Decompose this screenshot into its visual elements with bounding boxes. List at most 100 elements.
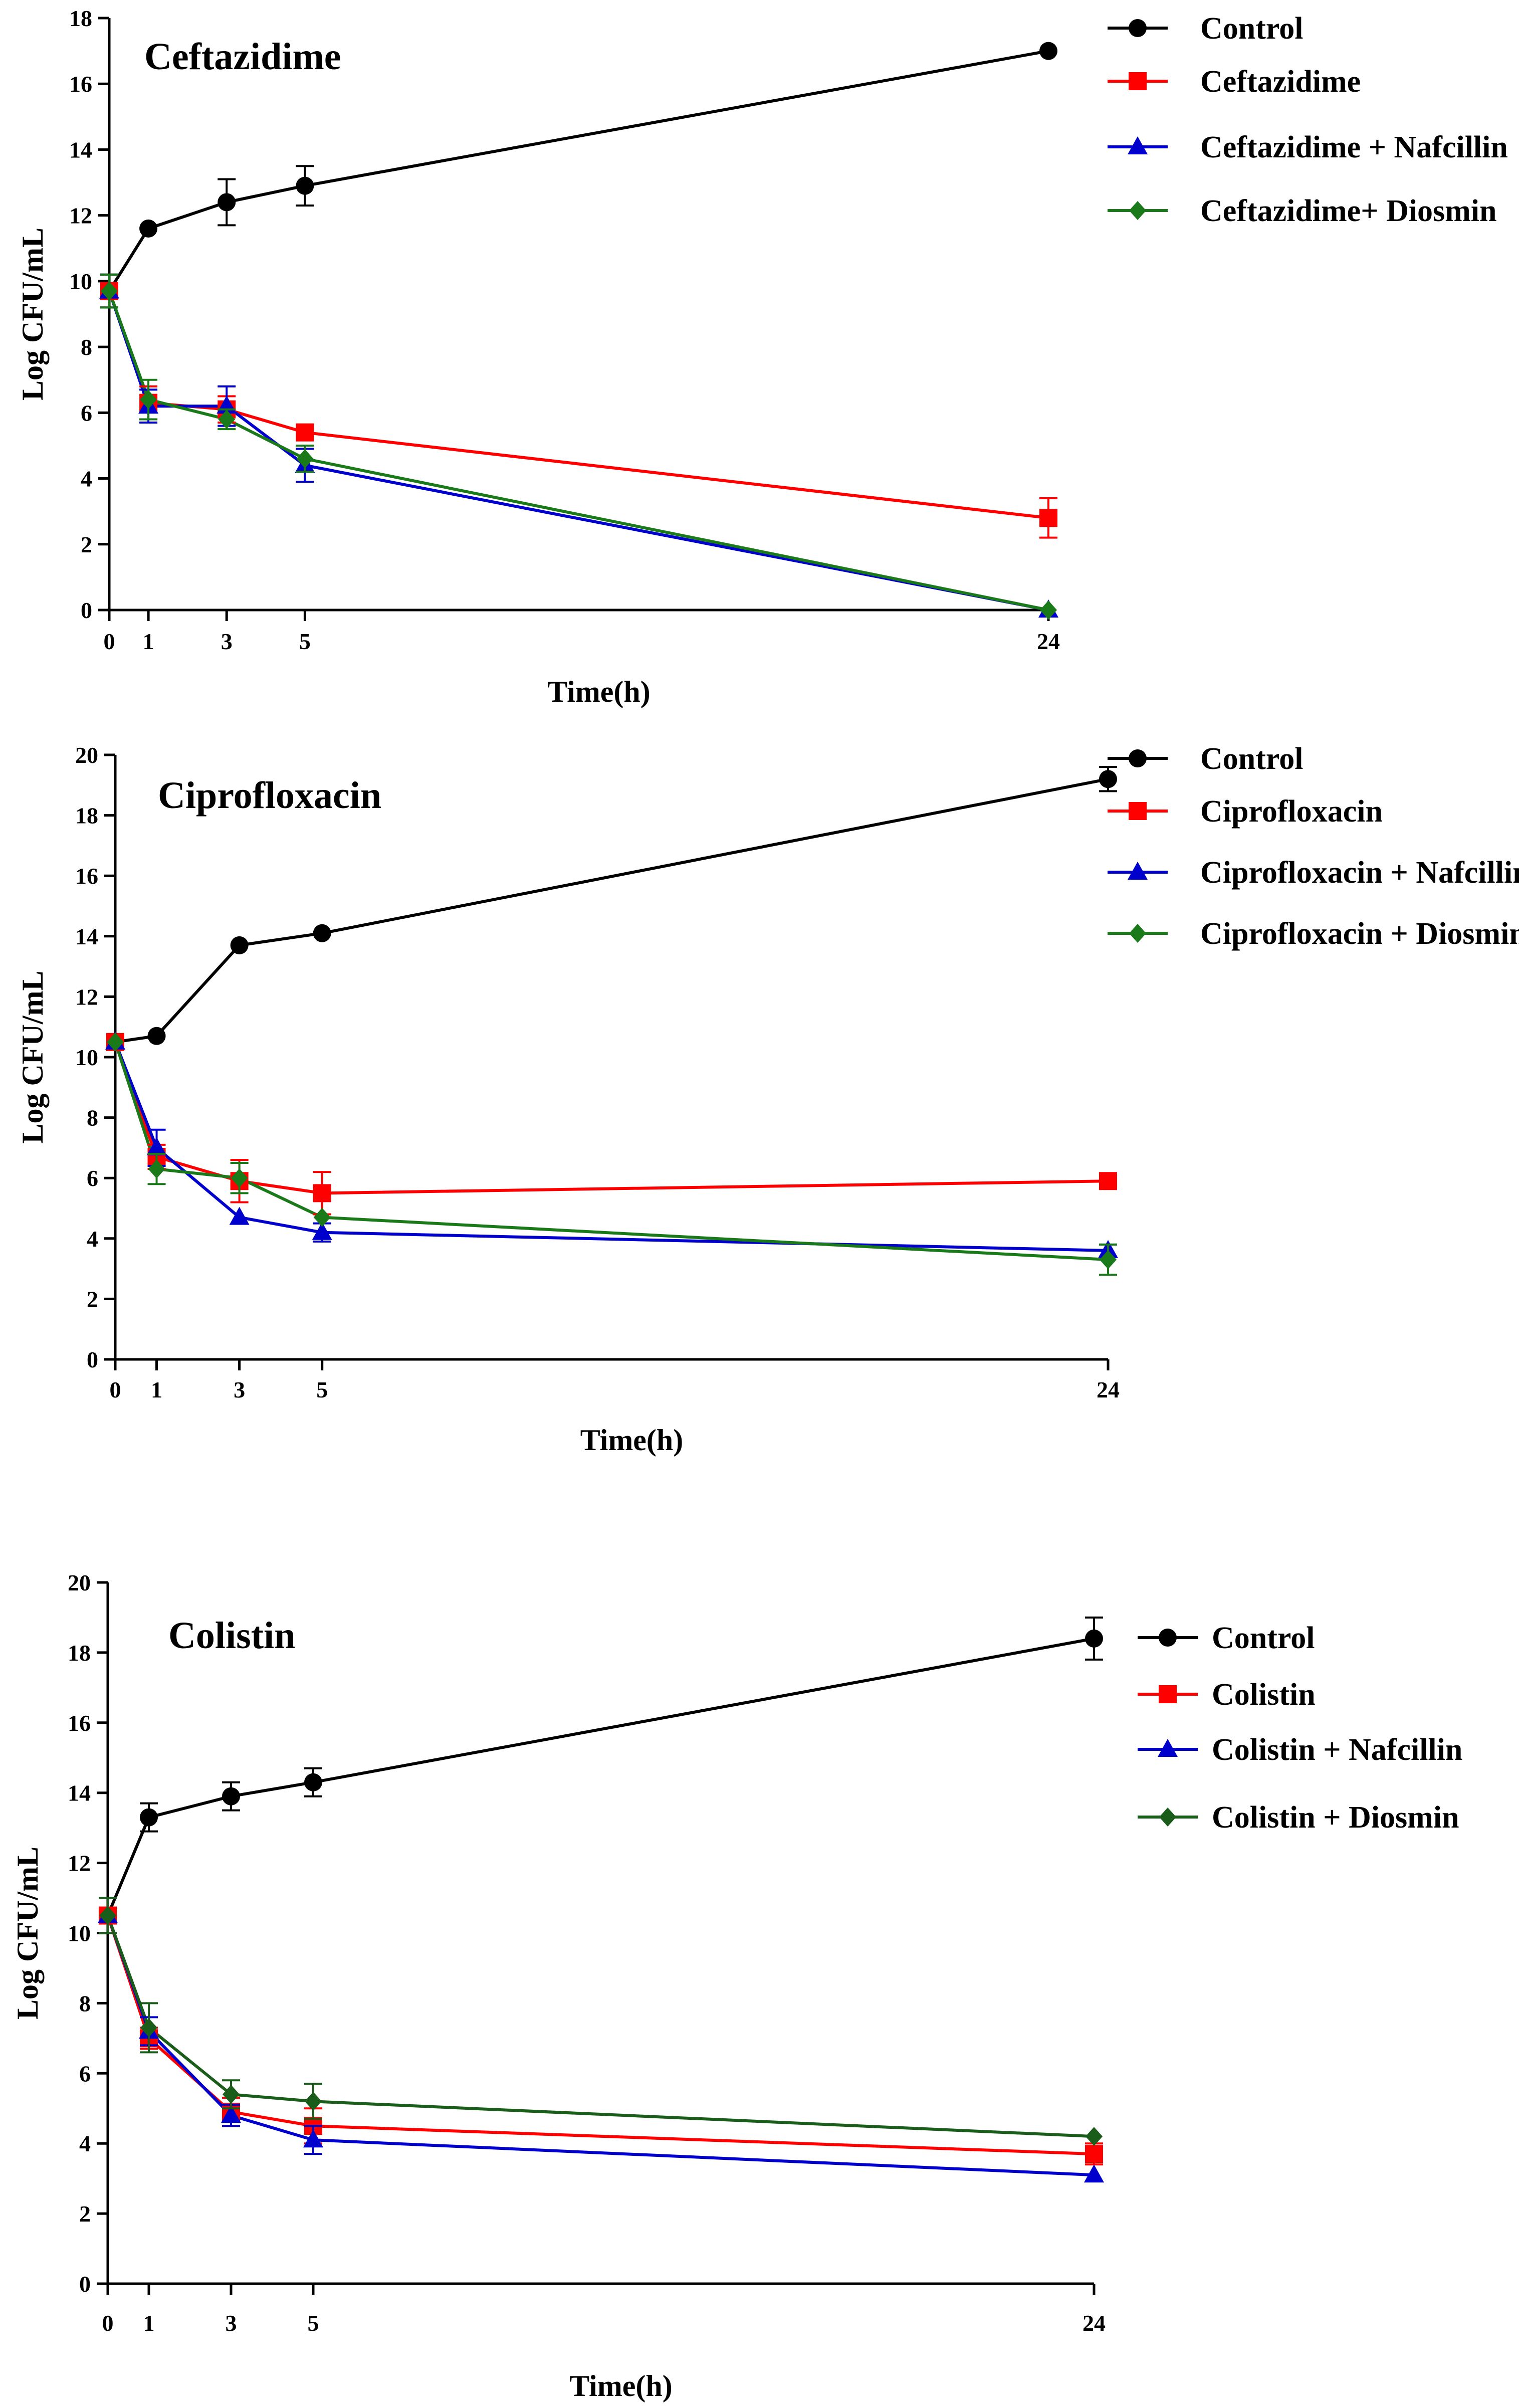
panel-2-y-tick-label: 10: [75, 1045, 98, 1070]
panel-3-y-tick-label: 0: [79, 2271, 91, 2297]
legend-label: Colistin + Nafcillin: [1212, 1733, 1462, 1767]
legend-item-ceftazidime-diosmin: Ceftazidime+ Diosmin: [1108, 194, 1497, 228]
panel-2-x-axis-title: Time(h): [580, 1424, 684, 1457]
legend-label: Control: [1200, 12, 1304, 46]
data-point: [1085, 1629, 1103, 1648]
panel-1-series-points-control: [100, 42, 1057, 309]
panel-3-y-tick-label: 20: [68, 1570, 91, 1595]
legend-label: Colistin: [1212, 1678, 1316, 1712]
data-point: [1085, 2145, 1103, 2163]
panel-3-x-tick-label: 0: [102, 2310, 114, 2336]
legend-label: Ciprofloxacin + Nafcillin: [1200, 856, 1519, 890]
data-point: [312, 1222, 332, 1240]
panel-2-x-tick-label: 5: [316, 1377, 328, 1402]
data-point: [296, 449, 314, 469]
data-point: [313, 1184, 331, 1202]
legend-marker: [1158, 1739, 1178, 1757]
data-point: [305, 2092, 322, 2111]
data-point: [304, 1773, 322, 1791]
legend-item-ceftazidime: Ceftazidime: [1108, 65, 1361, 99]
panel-3-y-tick-label: 16: [68, 1710, 91, 1736]
panel-2-legend: Control Ciprofloxacin Ciprofloxacin + Nafc…: [1108, 742, 1519, 951]
data-point: [146, 1137, 167, 1155]
legend-label: Ciprofloxacin: [1200, 794, 1383, 829]
panel-3-y-tick-label: 18: [68, 1640, 91, 1666]
panel-3-x-axis-title: Time(h): [569, 2369, 673, 2402]
data-point: [140, 2018, 157, 2038]
legend-item-colistin-diosmin: Colistin + Diosmin: [1138, 1800, 1459, 1835]
panel-1-series-points-ceftazidime-diosmin: [100, 273, 1057, 620]
legend-item-ciprofloxacin-nafcillin: Ciprofloxacin + Nafcillin: [1108, 856, 1519, 890]
panel-1-y-tick-label: 6: [81, 400, 92, 426]
panel-3-y-tick-label: 10: [68, 1921, 91, 1946]
panel-2-y-tick-label: 16: [75, 863, 98, 889]
panel-3-x-tick-label: 24: [1082, 2310, 1106, 2336]
data-point: [231, 1168, 248, 1188]
panel-1-y-tick-label: 4: [81, 466, 92, 492]
panel-1-x-tick-label: 3: [221, 629, 233, 654]
panel-2-y-tick-label: 8: [87, 1105, 98, 1131]
panel-1-legend: Control Ceftazidime Ceftazidime + Nafcilli…: [1108, 12, 1508, 228]
panel-1-y-tick-label: 16: [69, 71, 92, 97]
panel-1-x-tick-label: 0: [104, 629, 115, 654]
panel-1-y-axis-title: Log CFU/mL: [16, 228, 49, 400]
panel-2-y-tick-label: 4: [87, 1226, 98, 1252]
data-point: [1084, 2164, 1104, 2183]
panel-3-series-points-colistin-nafcillin: [98, 1897, 1104, 2183]
data-point: [218, 193, 236, 212]
data-point: [221, 2105, 241, 2123]
legend-marker: [1159, 1685, 1177, 1703]
panel-2-y-tick-label: 0: [87, 1347, 98, 1372]
data-point: [229, 1207, 250, 1225]
panel-2-series-points-ciprofloxacin-diosmin: [107, 1032, 1117, 1276]
panel-1-y-tick-label: 12: [69, 203, 92, 229]
legend-item-control: Control: [1138, 1621, 1315, 1655]
panel-3-y-tick-label: 4: [79, 2131, 91, 2156]
legend-item-colistin: Colistin: [1138, 1678, 1316, 1712]
data-point: [1040, 600, 1057, 620]
data-point: [222, 1787, 240, 1805]
panel-2-x-tick-label: 0: [110, 1377, 121, 1402]
data-point: [296, 423, 314, 442]
data-point: [107, 1032, 124, 1052]
data-point: [218, 410, 236, 429]
legend-item-control: Control: [1108, 742, 1304, 776]
panel-1-y-tick-label: 10: [69, 269, 92, 294]
panel-3-y-axis-title: Log CFU/mL: [11, 1847, 44, 2020]
panel-2-y-tick-label: 20: [75, 742, 98, 768]
panel-2-y-tick-label: 2: [87, 1286, 98, 1312]
data-point: [296, 176, 314, 195]
panel-2-title: Ciprofloxacin: [158, 774, 381, 817]
legend-marker: [1159, 1808, 1176, 1827]
panel-1-x-tick-label: 24: [1037, 629, 1060, 654]
data-point: [313, 1208, 331, 1227]
legend-label: Ceftazidime + Nafcillin: [1200, 130, 1508, 164]
panel-3-y-tick-label: 8: [79, 1990, 91, 2016]
panel-3-x-tick-label: 3: [226, 2310, 237, 2336]
data-point: [147, 1027, 166, 1045]
legend-label: Control: [1212, 1621, 1315, 1655]
data-point: [99, 1906, 116, 1925]
legend-marker: [1159, 1629, 1177, 1647]
data-point: [223, 2085, 240, 2104]
panel-3-title: Colistin: [168, 1615, 295, 1657]
panel-1-x-tick-label: 1: [143, 629, 154, 654]
data-point: [1100, 1250, 1117, 1270]
panel-1-x-axis-title: Time(h): [547, 675, 650, 708]
panel-3-y-tick-label: 6: [79, 2061, 91, 2086]
data-point: [313, 924, 331, 942]
legend-marker: [1129, 72, 1147, 90]
data-point: [1086, 2127, 1103, 2146]
legend-marker: [1128, 862, 1148, 880]
data-point: [1099, 1172, 1117, 1190]
data-point: [139, 219, 158, 238]
panel-2-y-tick-label: 14: [75, 924, 98, 949]
legend-item-ciprofloxacin-diosmin: Ciprofloxacin + Diosmin: [1108, 917, 1519, 951]
panel-3-y-tick-label: 14: [68, 1780, 91, 1806]
panel-2-x-tick-label: 1: [151, 1377, 162, 1402]
